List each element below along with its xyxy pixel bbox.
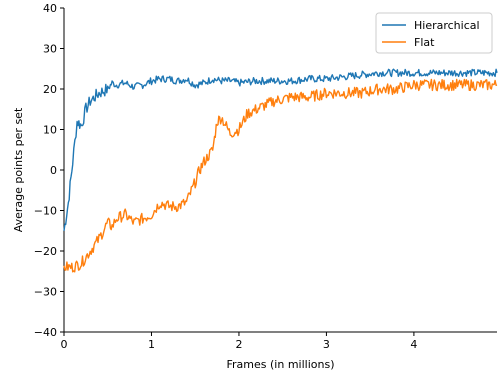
legend-label: Flat	[414, 36, 435, 49]
y-tick-label: 0	[50, 164, 57, 177]
y-tick-label: 30	[43, 43, 57, 56]
y-tick-label: −20	[34, 245, 57, 258]
x-tick-label: 3	[323, 338, 330, 351]
axis-ticks: 0 1 2 3 4 −40 −30 −20 −10 0 10 20 30 40	[34, 2, 418, 351]
x-tick-label: 4	[410, 338, 417, 351]
plot-axes	[63, 8, 497, 333]
y-tick-label: −10	[34, 205, 57, 218]
legend-box	[375, 12, 493, 54]
legend: Hierarchical Flat	[375, 12, 493, 54]
series-lines	[63, 68, 498, 273]
x-tick-label: 1	[148, 338, 155, 351]
y-axis-label: Average points per set	[12, 107, 25, 232]
y-tick-label: 10	[43, 124, 57, 137]
y-tick-label: 20	[43, 83, 57, 96]
x-axis-label: Frames (in millions)	[227, 358, 335, 371]
y-tick-label: 40	[43, 2, 57, 15]
x-tick-label: 0	[61, 338, 68, 351]
series-line-hierarchical	[63, 68, 498, 231]
x-tick-label: 2	[235, 338, 242, 351]
y-tick-label: −40	[34, 326, 57, 339]
y-tick-label: −30	[34, 286, 57, 299]
series-line-flat	[63, 78, 498, 273]
legend-label: Hierarchical	[414, 19, 480, 32]
